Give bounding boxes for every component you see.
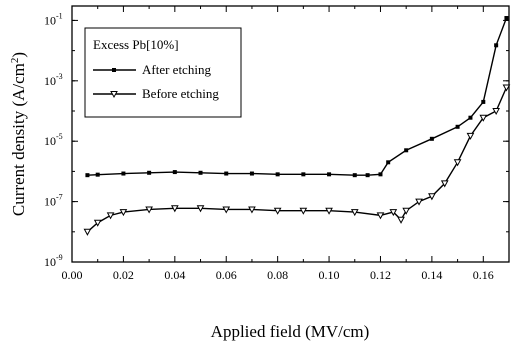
series-0 bbox=[85, 16, 509, 178]
legend-marker bbox=[112, 68, 116, 72]
data-point bbox=[365, 173, 370, 178]
data-point bbox=[429, 136, 434, 141]
data-point bbox=[455, 124, 460, 129]
data-point bbox=[502, 84, 511, 92]
data-point bbox=[106, 212, 115, 220]
data-point bbox=[119, 209, 128, 217]
data-point bbox=[327, 172, 332, 177]
data-point bbox=[440, 180, 449, 188]
legend-entry: After etching bbox=[93, 62, 211, 77]
x-tick-label: 0.14 bbox=[421, 268, 442, 282]
legend: Excess Pb[10%] After etching Before etchi… bbox=[84, 27, 242, 118]
data-point bbox=[196, 205, 205, 213]
data-point bbox=[389, 209, 398, 217]
data-point bbox=[404, 148, 409, 153]
legend-label: After etching bbox=[142, 62, 211, 77]
data-point bbox=[386, 160, 391, 165]
legend-box bbox=[84, 27, 242, 118]
legend-label: Before etching bbox=[142, 86, 219, 101]
legend-entry: Before etching bbox=[93, 86, 219, 101]
data-point bbox=[170, 205, 179, 213]
data-point bbox=[121, 171, 126, 176]
y-axis-label: Current density (A/cm2) bbox=[9, 52, 28, 216]
data-point bbox=[504, 16, 509, 21]
series-layer bbox=[83, 16, 511, 236]
data-point bbox=[145, 206, 153, 214]
data-point bbox=[376, 212, 385, 220]
data-point bbox=[453, 159, 462, 167]
data-point bbox=[172, 170, 177, 175]
x-tick-label: 0.04 bbox=[164, 268, 185, 282]
x-tick-label: 0.10 bbox=[319, 268, 340, 282]
y-tick-label: 10-1 bbox=[44, 11, 63, 27]
data-point bbox=[402, 207, 411, 215]
data-point bbox=[378, 172, 383, 177]
data-point bbox=[428, 193, 436, 201]
data-point bbox=[224, 171, 229, 176]
data-point bbox=[415, 198, 423, 206]
x-tick-label: 0.00 bbox=[62, 268, 83, 282]
axis-ticks: 0.00 0.02 0.04 0.06 0.08 0.10 0.12 0.14 0.16 10-9… bbox=[44, 6, 509, 282]
data-point bbox=[275, 172, 280, 177]
y-tick-label: 10-3 bbox=[44, 72, 63, 88]
data-point bbox=[147, 170, 152, 175]
x-tick-label: 0.06 bbox=[216, 268, 237, 282]
series-1 bbox=[83, 84, 511, 236]
x-tick-label: 0.12 bbox=[370, 268, 391, 282]
data-point bbox=[350, 209, 359, 217]
x-tick-label: 0.08 bbox=[267, 268, 288, 282]
data-point bbox=[325, 207, 333, 215]
data-point bbox=[273, 207, 282, 215]
data-point bbox=[479, 114, 488, 122]
x-tick-label: 0.16 bbox=[473, 268, 494, 282]
y-tick-label: 10-9 bbox=[44, 253, 63, 269]
data-point bbox=[198, 170, 203, 175]
legend-title: Excess Pb[10%] bbox=[93, 37, 179, 52]
data-point bbox=[299, 207, 308, 215]
legend-entries: After etching Before etching bbox=[93, 62, 219, 101]
data-point bbox=[492, 108, 500, 116]
plot-frame bbox=[71, 5, 510, 263]
data-point bbox=[397, 216, 405, 224]
data-point bbox=[481, 99, 486, 104]
data-point bbox=[466, 132, 475, 140]
data-point bbox=[494, 43, 499, 48]
data-point bbox=[85, 173, 90, 178]
data-point bbox=[95, 172, 100, 177]
series-line bbox=[87, 17, 508, 176]
y-tick-label: 10-5 bbox=[44, 132, 63, 148]
data-point bbox=[249, 171, 254, 176]
x-axis-label: Applied field (MV/cm) bbox=[211, 322, 370, 341]
x-tick-label: 0.02 bbox=[113, 268, 134, 282]
data-point bbox=[301, 172, 306, 177]
data-point bbox=[352, 173, 357, 178]
legend-marker bbox=[110, 91, 118, 99]
data-point bbox=[248, 206, 256, 214]
data-point bbox=[93, 219, 102, 227]
data-point bbox=[468, 115, 473, 120]
data-point bbox=[222, 206, 231, 214]
data-point bbox=[83, 228, 92, 236]
y-tick-label: 10-7 bbox=[44, 193, 63, 209]
